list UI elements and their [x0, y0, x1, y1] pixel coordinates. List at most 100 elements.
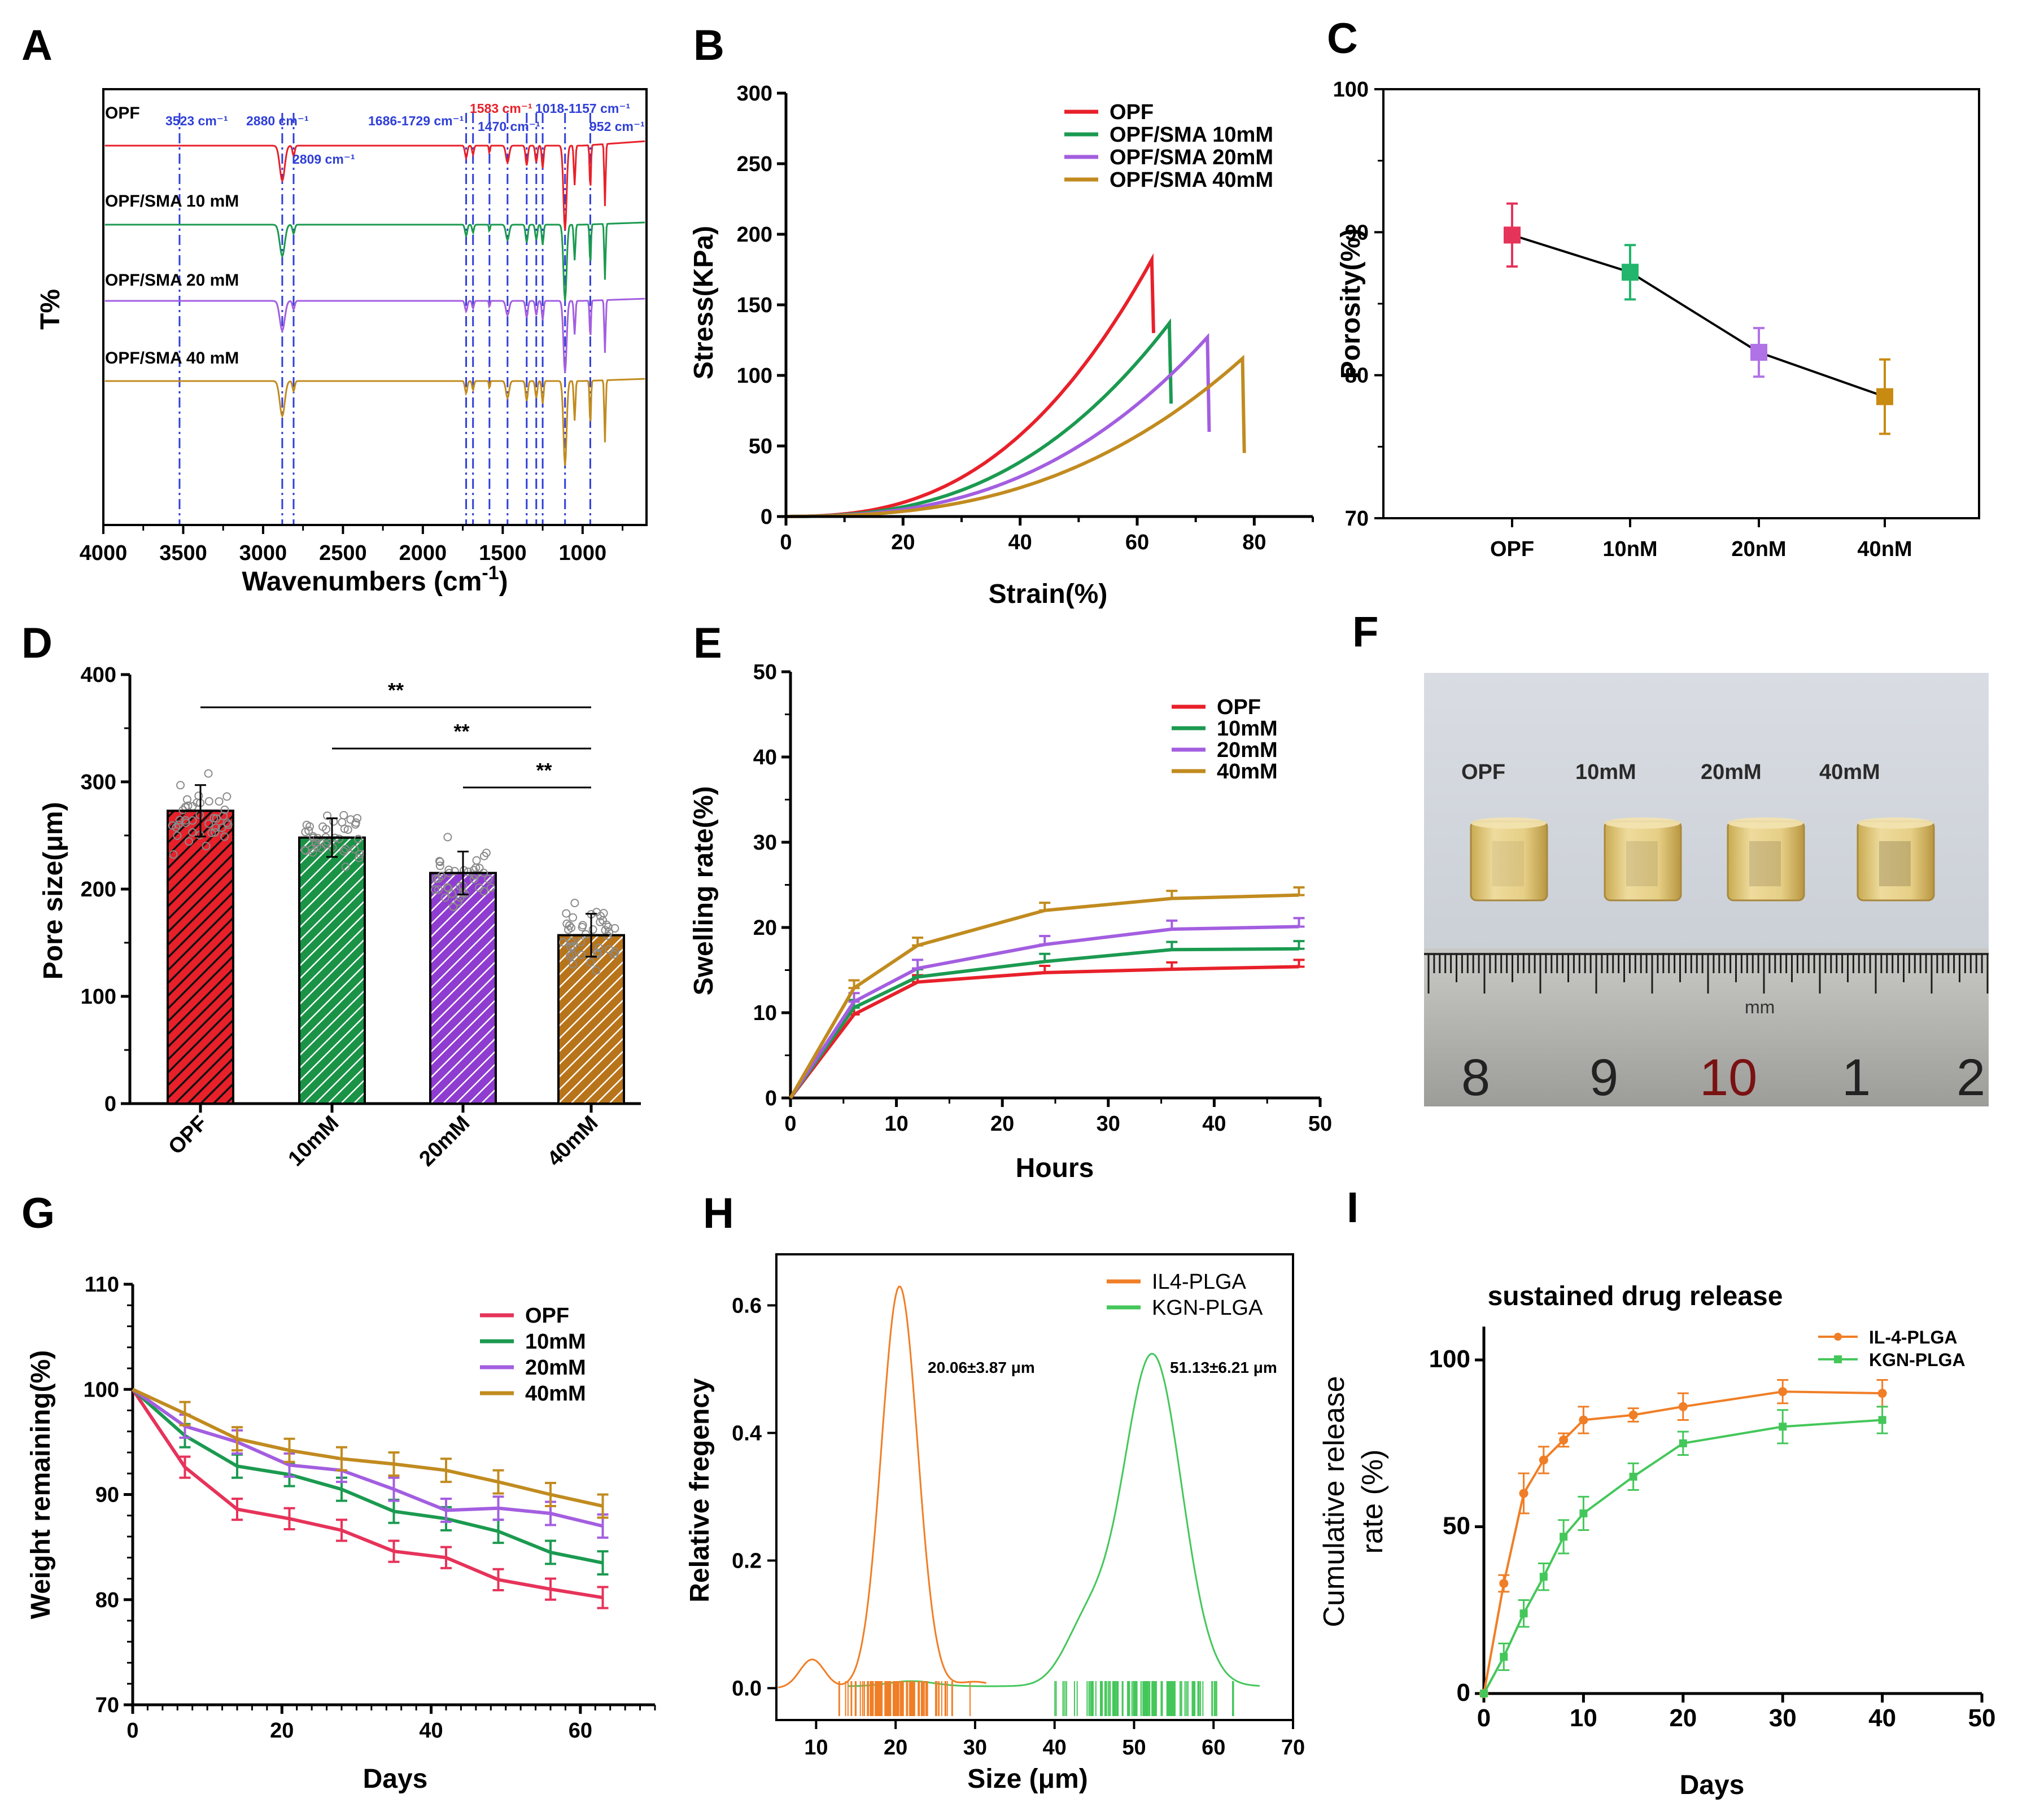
x-tick-label: 0	[784, 1112, 796, 1136]
x-tick-label: 60	[569, 1719, 592, 1743]
y-tick-label: 100	[84, 1378, 119, 1402]
y-tick-label: 80	[1345, 364, 1369, 388]
x-tick-label: 1500	[479, 541, 527, 565]
legend-label: OPF	[525, 1304, 569, 1328]
panel-label-b: B	[693, 21, 724, 69]
release-point	[1539, 1573, 1548, 1581]
pore-datapoint	[308, 848, 317, 857]
photo-label: 20mM	[1701, 760, 1762, 784]
pore-datapoint	[567, 937, 576, 946]
x-tick-label: 40nM	[1857, 537, 1912, 561]
x-tick-label: 20	[891, 531, 915, 554]
pore-datapoint	[471, 870, 480, 879]
kgn-size-annotation: 51.13±6.21 μm	[1170, 1359, 1277, 1376]
pore-datapoint	[430, 885, 439, 894]
x-tick-label: 40mM	[543, 1112, 602, 1171]
x-tick-label: 30	[1769, 1704, 1797, 1732]
pore-datapoint	[343, 825, 352, 834]
stress-curve-1	[786, 253, 1155, 518]
pore-datapoint	[220, 832, 229, 841]
x-tick-label: 60	[1202, 1736, 1225, 1760]
x-tick-label: 10	[804, 1736, 828, 1760]
pore-datapoint	[592, 948, 601, 957]
release-point	[1519, 1609, 1528, 1618]
ruler	[1424, 948, 1989, 1106]
hydrogel-inner-shadow	[1492, 841, 1524, 886]
panel-i-drug-release: 0 10 20 30 40 50 0 50 100 IL-4-PLGA KGN-PLGA susta…	[1318, 1281, 1995, 1800]
pore-datapoint	[351, 818, 360, 827]
release-point	[1678, 1402, 1688, 1411]
ftir-series-label: OPF/SMA 10 mM	[105, 192, 239, 211]
release-point	[1560, 1533, 1568, 1541]
hydrogel-top	[1471, 817, 1547, 829]
x-tick-label: 10	[1570, 1704, 1597, 1732]
weight-line-1	[131, 1388, 603, 1599]
ftir-series-label: OPF/SMA 40 mM	[105, 349, 239, 367]
x-tick-label: 20	[270, 1719, 294, 1743]
y-tick-label: 90	[1345, 221, 1369, 244]
pore-datapoint	[440, 893, 449, 902]
pore-datapoint	[444, 884, 453, 893]
y-tick-label: 200	[737, 223, 772, 247]
pore-datapoint	[222, 792, 232, 801]
weight-line-2	[132, 1388, 604, 1565]
pore-datapoint	[578, 921, 587, 930]
release-point	[1579, 1415, 1588, 1425]
pore-datapoint	[188, 828, 197, 837]
pore-datapoint	[339, 847, 348, 856]
ftir-marker-lines	[178, 113, 591, 525]
weight-y-label: Weight remaining(%)	[26, 1350, 56, 1619]
porosity-line	[1512, 234, 1885, 398]
ftir-spectra	[104, 140, 645, 466]
release-point	[1877, 1389, 1887, 1398]
legend-label: IL4-PLGA	[1152, 1270, 1247, 1294]
y-tick-label: 70	[1345, 507, 1369, 531]
x-tick-label: 0	[1477, 1704, 1491, 1732]
pore-datapoint	[435, 857, 444, 867]
release-point	[1878, 1416, 1886, 1424]
pore-datapoint	[169, 850, 178, 859]
pore-datapoint	[604, 922, 613, 931]
release-plot: 0 10 20 30 40 50 0 50 100 IL-4-PLGA KGN-PLGA	[1429, 1327, 1995, 1732]
significance-mark: **	[536, 759, 552, 782]
y-tick-label: 110	[85, 1273, 119, 1297]
pore-datapoint	[220, 806, 229, 815]
ftir-x-ticks: 4000 3500 3000 2500 2000 1500 1000	[80, 525, 624, 565]
release-point	[1499, 1579, 1509, 1588]
porosity-point	[1504, 226, 1521, 244]
pore-datapoint	[479, 887, 488, 896]
panel-d-pore-size: 0 100 200 300 400 OPF 10mM 20mM 40mM ** ** ** Pore …	[38, 663, 641, 1171]
panel-f-photo: OPF 10mM 20mM 40mM mm 8 9 10 1 2	[1424, 673, 1989, 1106]
pore-datapoint	[599, 916, 608, 925]
photo-label: 10mM	[1575, 760, 1636, 784]
y-tick-label: 50	[1443, 1512, 1470, 1540]
pore-datapoint	[202, 842, 211, 851]
stress-y-label: Stress(KPa)	[689, 226, 719, 379]
pore-bar	[429, 872, 497, 1105]
panel-label-i: I	[1347, 1184, 1359, 1232]
pore-datapoint	[570, 899, 579, 908]
ftir-y-label: T%	[36, 289, 65, 330]
x-tick-label: 60	[1125, 531, 1149, 554]
pore-datapoint	[576, 938, 585, 947]
pore-datapoint	[449, 902, 458, 911]
release-point	[1480, 1690, 1488, 1697]
pore-bar	[557, 934, 625, 1105]
pore-datapoint	[207, 829, 216, 838]
ftir-annotation: 2809 cm⁻¹	[292, 152, 355, 167]
size-plot: 10 20 30 40 50 60 70 0.0 0.2 0.4 0.6 IL4-PLGAKGN-PL…	[732, 1270, 1305, 1760]
pore-datapoint	[588, 925, 597, 934]
stress-curve-4	[786, 355, 1246, 518]
x-tick-label: 40	[419, 1719, 443, 1743]
ruler-number: 2	[1956, 1049, 1985, 1106]
pore-datapoint	[472, 856, 481, 865]
porosity-plot: 70 80 90 100 OPF 10nM 20nM 40nM	[1333, 78, 1912, 561]
significance-mark: **	[453, 720, 469, 743]
legend-label: OPF/SMA 20mM	[1110, 146, 1273, 169]
stress-curve-2	[786, 318, 1173, 518]
il4-size-annotation: 20.06±3.87 μm	[928, 1359, 1035, 1376]
x-tick-label: OPF	[1490, 537, 1534, 561]
pore-datapoint	[204, 769, 213, 778]
